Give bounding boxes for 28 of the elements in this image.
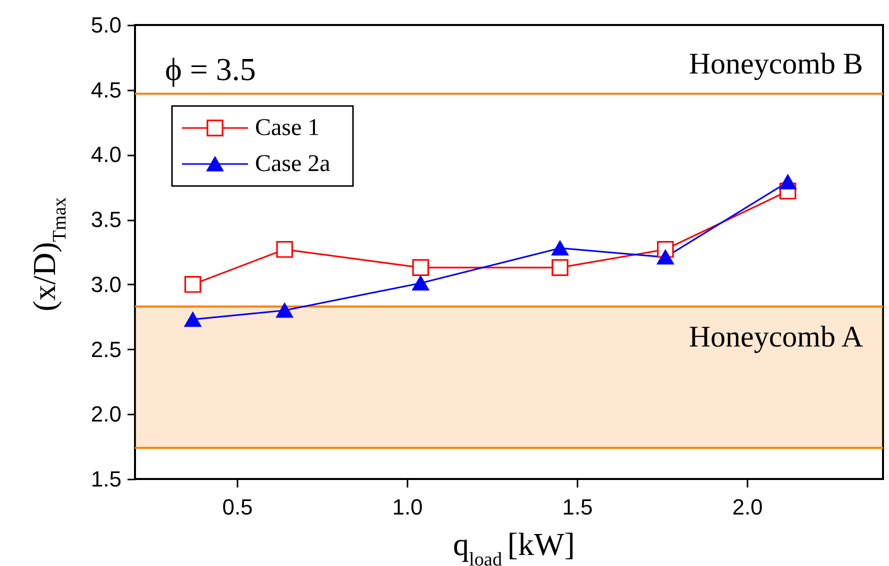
legend-label: Case 2a	[255, 151, 331, 177]
y-tick-label: 1.5	[90, 466, 122, 492]
y-tick-label: 4.0	[90, 142, 122, 168]
y-tick-label: 3.0	[90, 272, 122, 297]
annotation: ϕ = 3.5	[165, 51, 256, 87]
x-tick-label: 0.5	[222, 494, 253, 520]
point	[184, 276, 202, 293]
point	[552, 259, 568, 276]
point	[779, 174, 796, 190]
point	[184, 312, 202, 327]
y-axis-title: (x/D)Tmax	[26, 196, 71, 312]
y-tick-label: 3.5	[90, 207, 122, 232]
y-tick-label: 2.0	[90, 402, 122, 427]
y-tick-label: 5.0	[90, 12, 122, 38]
point	[552, 240, 568, 256]
legend-label: Case 1	[255, 115, 320, 141]
point	[276, 241, 293, 258]
band-label: Honeycomb A	[688, 320, 864, 354]
y-tick-label: 2.5	[90, 336, 122, 362]
y-tick-label: 4.5	[90, 77, 122, 102]
x-tick-label: 1.0	[392, 494, 423, 520]
x-tick-label: 2.0	[732, 494, 763, 520]
point	[412, 259, 429, 276]
point	[412, 276, 429, 290]
point	[276, 303, 293, 318]
x-tick-label: 1.5	[562, 494, 593, 520]
point	[657, 250, 674, 265]
ref-line-label: Honeycomb B	[688, 48, 863, 81]
